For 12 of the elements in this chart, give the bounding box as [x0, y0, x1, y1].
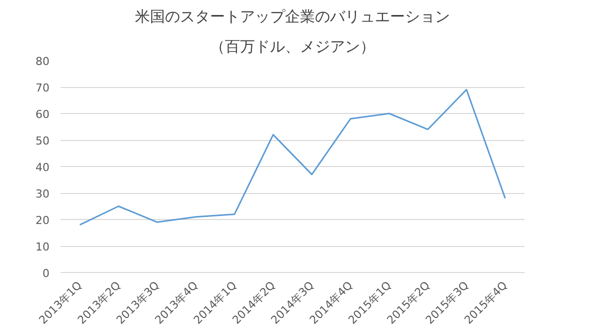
- y-tick-label: 70: [36, 82, 50, 94]
- y-tick-label: 40: [36, 161, 50, 174]
- y-tick-label: 30: [36, 188, 50, 200]
- y-tick-label: 80: [36, 55, 50, 68]
- y-tick-label: 60: [36, 108, 50, 121]
- y-tick-label: 50: [36, 134, 50, 148]
- chart-title: 米国のスタートアップ企業のバリュエーション: [135, 8, 450, 26]
- y-tick-label: 20: [36, 214, 50, 227]
- y-tick-label: 0: [42, 267, 50, 280]
- y-tick-label: 10: [36, 240, 50, 254]
- chart-subtitle: （百万ドル、メジアン）: [210, 38, 375, 56]
- line-series: [79, 88, 506, 226]
